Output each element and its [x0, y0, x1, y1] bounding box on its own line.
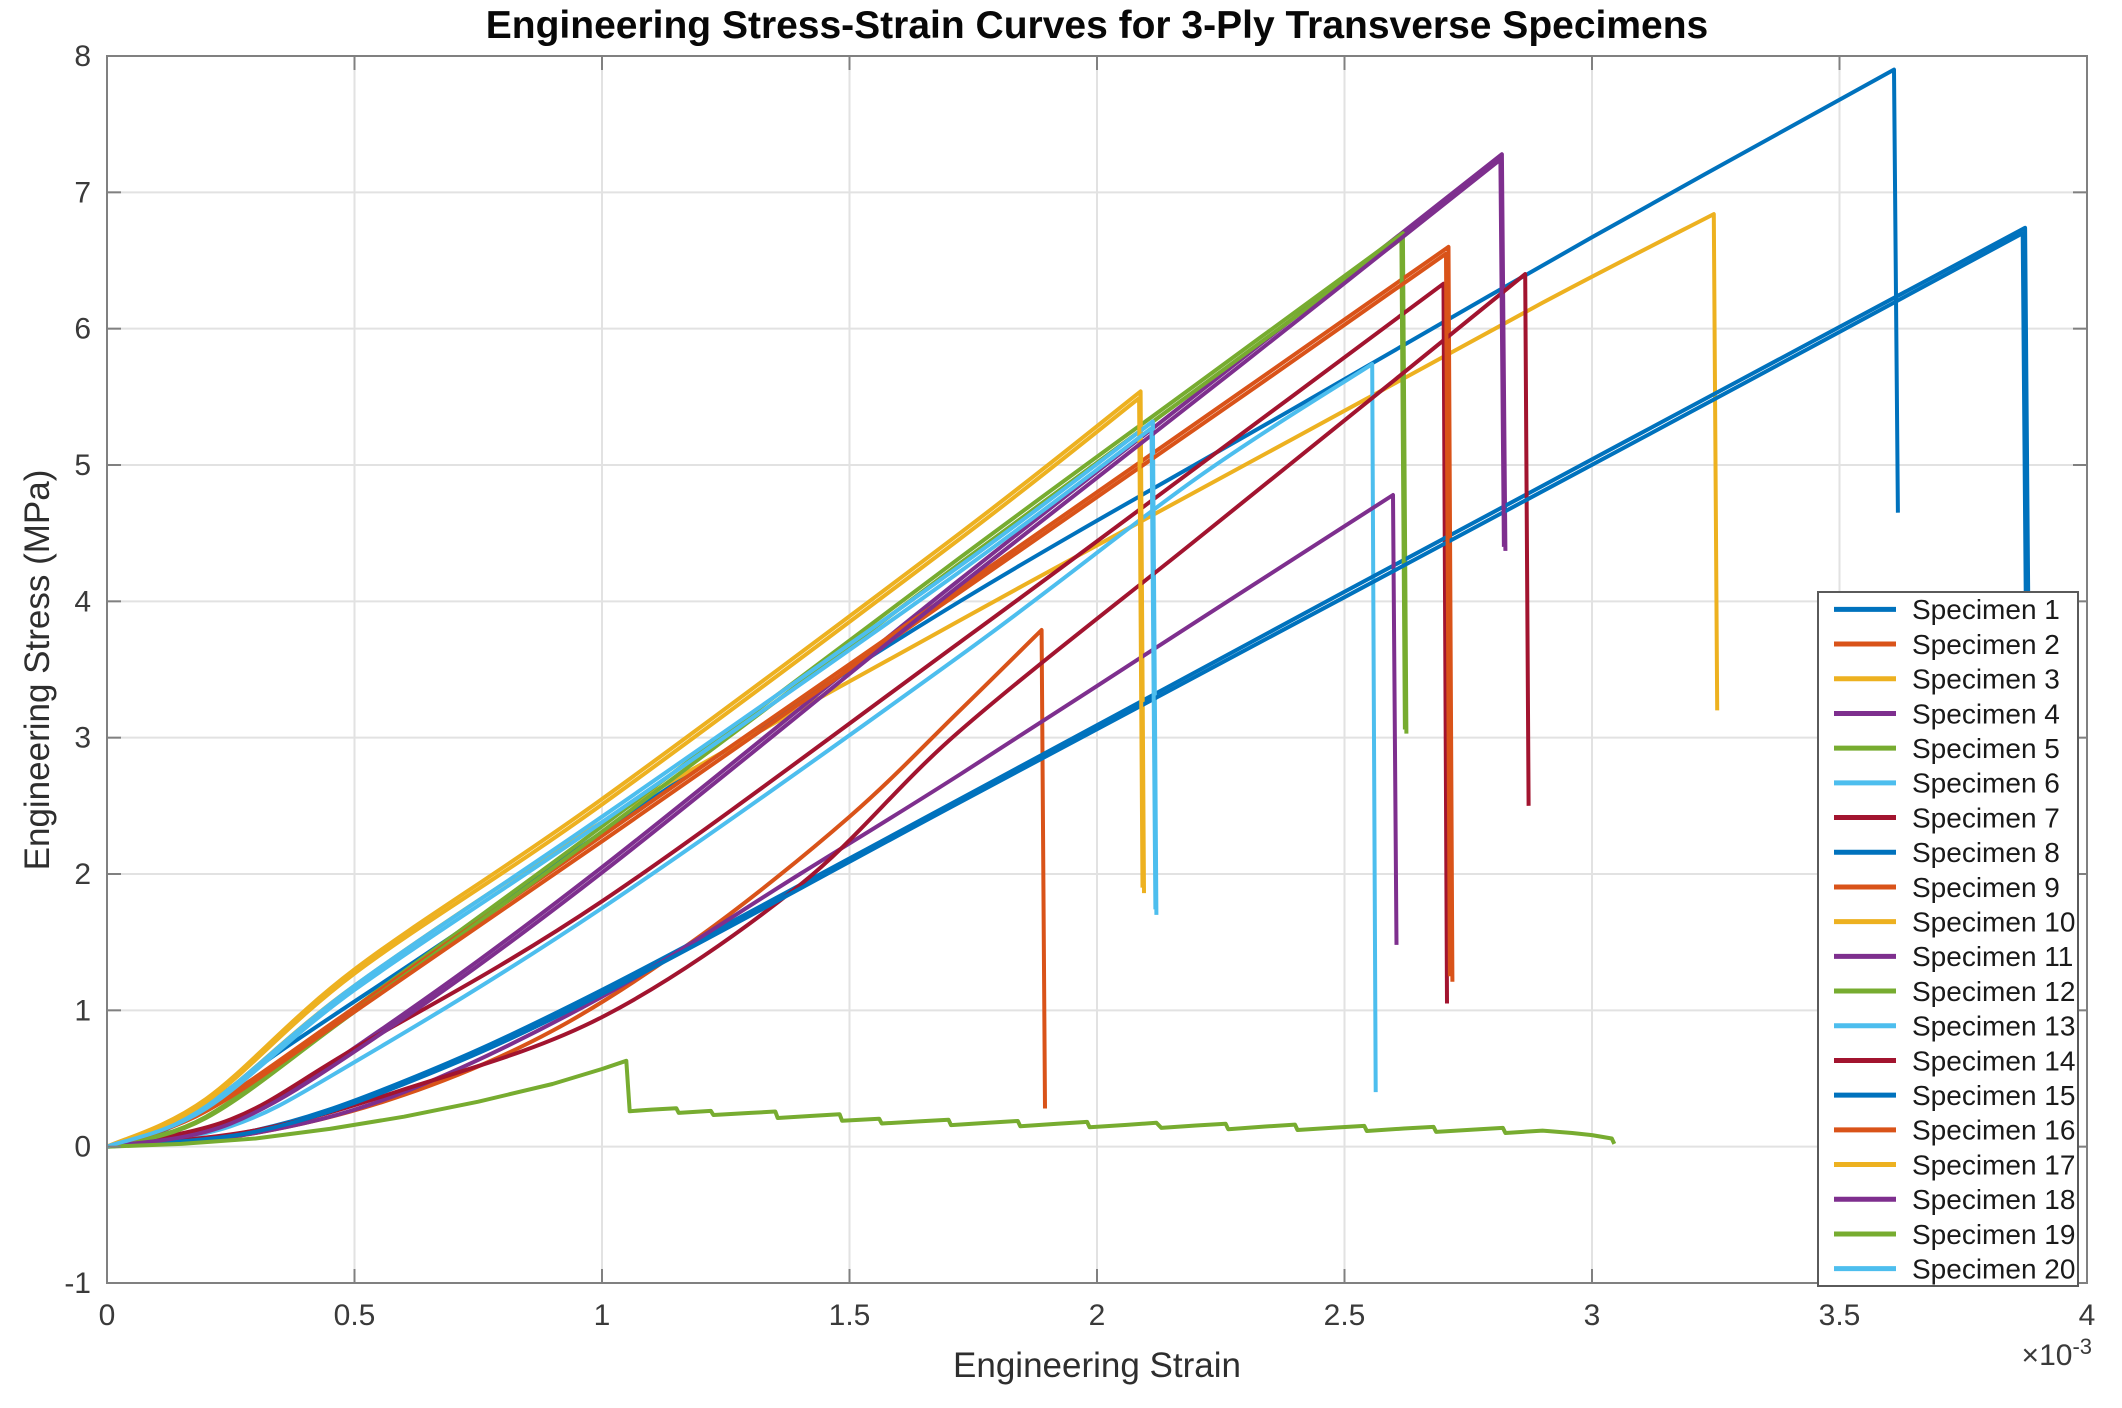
legend-label: Specimen 1	[1912, 594, 2060, 625]
legend-label: Specimen 15	[1912, 1080, 2075, 1111]
legend-label: Specimen 6	[1912, 768, 2060, 799]
legend-label: Specimen 14	[1912, 1045, 2075, 1076]
series-line-specimen-7	[107, 281, 1449, 1149]
legend-item-specimen-20: Specimen 20	[1834, 1253, 2075, 1284]
x-axis-label: Engineering Strain	[953, 1346, 1241, 1385]
y-tick-label: 5	[74, 449, 91, 482]
legend-item-specimen-18: Specimen 18	[1834, 1184, 2075, 1215]
series-line-specimen-20	[107, 426, 1158, 1149]
legend-item-specimen-16: Specimen 16	[1834, 1115, 2075, 1146]
x-tick-label: 1	[594, 1299, 611, 1332]
legend-item-specimen-3: Specimen 3	[1834, 664, 2060, 695]
y-tick-label: 3	[74, 722, 91, 755]
legend-item-specimen-17: Specimen 17	[1834, 1149, 2075, 1180]
legend-item-specimen-9: Specimen 9	[1834, 872, 2060, 903]
series-line-specimen-17	[107, 396, 1145, 1149]
series-line-specimen-19	[107, 1058, 1617, 1149]
legend-label: Specimen 20	[1912, 1253, 2075, 1284]
legend-item-specimen-19: Specimen 19	[1834, 1219, 2075, 1250]
x-tick-label: 2	[1089, 1299, 1106, 1332]
legend-label: Specimen 12	[1912, 976, 2075, 1007]
legend-item-specimen-13: Specimen 13	[1834, 1011, 2075, 1042]
series-line-specimen-18	[107, 157, 1506, 1149]
x-tick-label: 0.5	[334, 1299, 376, 1332]
legend-box	[1817, 591, 2079, 1287]
legend-item-specimen-14: Specimen 14	[1834, 1045, 2075, 1076]
legend-item-specimen-10: Specimen 10	[1834, 906, 2075, 937]
x-tick-label: 2.5	[1324, 1299, 1366, 1332]
legend-label: Specimen 7	[1912, 802, 2060, 833]
legend-item-specimen-12: Specimen 12	[1834, 976, 2075, 1007]
x-tick-label: 4	[2079, 1299, 2096, 1332]
y-tick-label: 6	[74, 313, 91, 346]
legend-label: Specimen 10	[1912, 906, 2075, 937]
legend-label: Specimen 8	[1912, 837, 2060, 868]
legend-item-specimen-8: Specimen 8	[1834, 837, 2060, 868]
series-line-specimen-11	[107, 493, 1399, 1149]
y-tick-label: 1	[74, 994, 91, 1027]
series-line-specimen-16	[107, 251, 1452, 1149]
series-line-specimen-6	[107, 362, 1378, 1149]
series-line-specimen-15	[107, 231, 2029, 1149]
y-tick-label: 8	[74, 40, 91, 73]
legend-label: Specimen 17	[1912, 1149, 2075, 1180]
legend-item-specimen-6: Specimen 6	[1834, 768, 2060, 799]
legend-label: Specimen 2	[1912, 629, 2060, 660]
series-line-specimen-13	[107, 419, 1159, 1149]
x-tick-label: 3	[1584, 1299, 1601, 1332]
legend-label: Specimen 13	[1912, 1011, 2075, 1042]
series-curves	[107, 67, 2032, 1149]
series-line-specimen-9	[107, 244, 1455, 1149]
legend-item-specimen-5: Specimen 5	[1834, 733, 2060, 764]
legend-item-specimen-15: Specimen 15	[1834, 1080, 2075, 1111]
y-tick-label: 4	[74, 585, 91, 618]
chart-title: Engineering Stress-Strain Curves for 3-P…	[485, 4, 1709, 47]
x-tick-label: 0	[99, 1299, 116, 1332]
legend-item-specimen-4: Specimen 4	[1834, 698, 2060, 729]
legend-label: Specimen 19	[1912, 1219, 2075, 1250]
x-axis-multiplier-base: ×10	[2021, 1339, 2073, 1372]
legend-item-specimen-11: Specimen 11	[1834, 941, 2073, 972]
y-tick-label: 7	[74, 176, 91, 209]
y-tick-label: -1	[64, 1267, 91, 1300]
legend-label: Specimen 3	[1912, 664, 2060, 695]
legend-label: Specimen 11	[1912, 941, 2073, 972]
legend-label: Specimen 9	[1912, 872, 2060, 903]
x-tick-label: 1.5	[829, 1299, 871, 1332]
legend-item-specimen-7: Specimen 7	[1834, 802, 2060, 833]
gridlines	[107, 56, 2087, 1283]
legend-label: Specimen 5	[1912, 733, 2060, 764]
y-tick-label: 2	[74, 858, 91, 891]
series-line-specimen-8	[107, 225, 2032, 1149]
legend-label: Specimen 18	[1912, 1184, 2075, 1215]
y-tick-label: 0	[74, 1131, 91, 1164]
series-line-specimen-1	[107, 67, 1900, 1149]
x-axis-multiplier-exponent: -3	[2072, 1334, 2092, 1359]
legend-label: Specimen 4	[1912, 698, 2060, 729]
series-line-specimen-10	[107, 389, 1146, 1149]
x-axis-multiplier: ×10-3	[2022, 1334, 2092, 1373]
x-tick-label: 3.5	[1819, 1299, 1861, 1332]
legend-item-specimen-1: Specimen 1	[1834, 594, 2060, 625]
series-line-specimen-12	[107, 236, 1407, 1149]
legend-item-specimen-2: Specimen 2	[1834, 629, 2060, 660]
legend-label: Specimen 16	[1912, 1115, 2075, 1146]
